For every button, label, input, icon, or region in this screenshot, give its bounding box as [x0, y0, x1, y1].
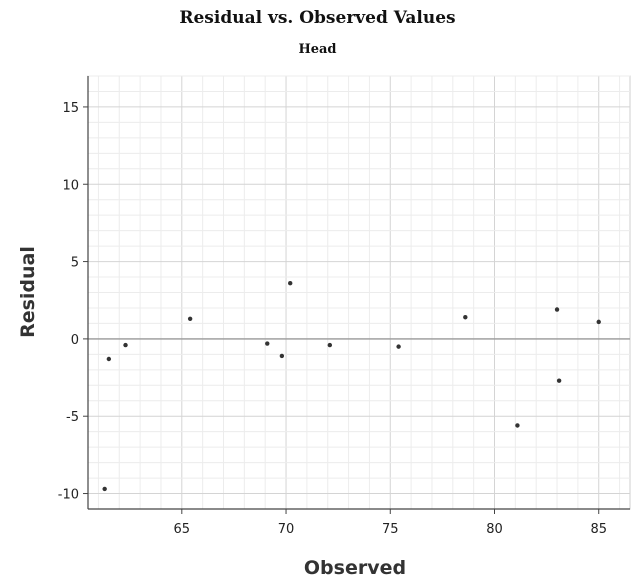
y-tick-label: -10 — [58, 488, 79, 503]
data-point — [515, 423, 520, 428]
axes — [83, 76, 630, 514]
y-tick-label: 10 — [62, 178, 79, 193]
tick-labels: -10 -5 0 5 10 15 65 70 75 80 85 — [58, 101, 607, 537]
x-tick-label: 65 — [174, 522, 191, 537]
data-point — [463, 315, 468, 320]
y-tick-label: 0 — [71, 333, 79, 348]
x-tick-label: 75 — [382, 522, 399, 537]
x-tick-label: 70 — [278, 522, 295, 537]
data-point — [556, 378, 562, 383]
y-tick-label: -5 — [66, 410, 79, 425]
x-tick-label: 80 — [486, 522, 503, 537]
data-point — [596, 319, 601, 325]
data-point — [187, 316, 193, 321]
data-point — [102, 486, 107, 492]
data-points — [102, 281, 601, 492]
data-point — [123, 342, 128, 348]
data-point — [288, 281, 293, 286]
data-point — [396, 344, 401, 349]
x-axis-label: Observed — [304, 557, 406, 579]
x-tick-label: 85 — [590, 522, 607, 537]
data-point — [106, 356, 112, 362]
y-tick-label: 5 — [71, 256, 79, 271]
chart-title: Residual vs. Observed Values — [179, 8, 456, 28]
data-point — [327, 342, 333, 348]
y-axis-label: Residual — [17, 246, 39, 338]
y-tick-label: 15 — [62, 101, 79, 116]
chart-subtitle: Head — [298, 42, 337, 57]
data-point — [554, 307, 560, 312]
data-point — [279, 353, 285, 359]
data-point — [265, 341, 270, 346]
grid-lines — [88, 75, 630, 510]
